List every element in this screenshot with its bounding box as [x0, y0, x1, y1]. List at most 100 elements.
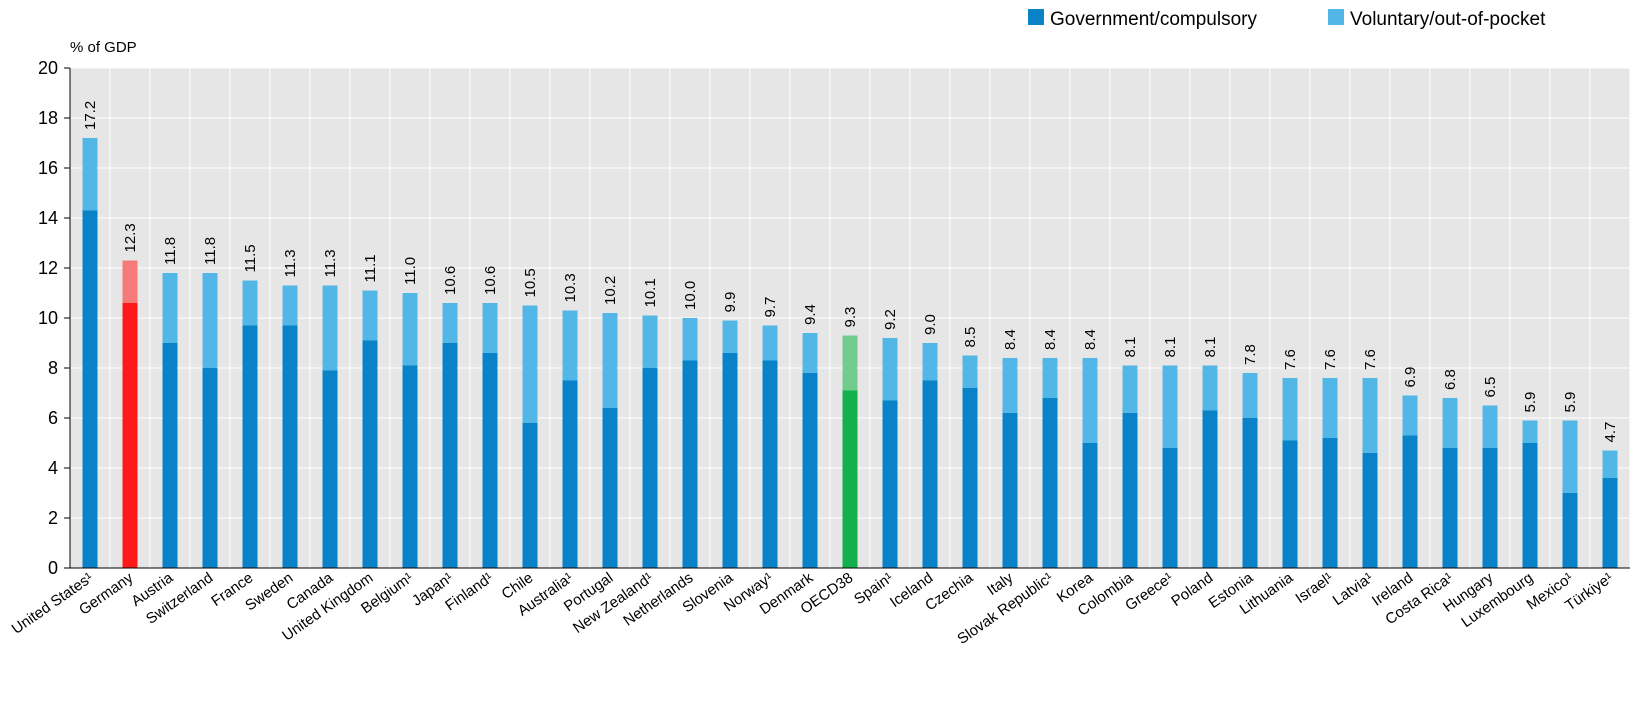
bar-voluntary	[1042, 358, 1058, 398]
bar-voluntary	[322, 285, 338, 371]
value-label: 8.4	[1082, 329, 1099, 350]
bar-voluntary	[442, 303, 458, 343]
bar-voluntary	[162, 273, 178, 343]
value-label: 11.1	[362, 254, 379, 282]
value-label: 8.1	[1162, 337, 1179, 358]
value-label: 9.3	[842, 307, 859, 328]
bar-voluntary	[1602, 450, 1618, 478]
bar-government	[602, 408, 618, 568]
bar-voluntary	[922, 343, 938, 381]
bar-voluntary	[1122, 365, 1138, 413]
value-label: 11.3	[322, 249, 339, 277]
bar-government	[1202, 410, 1218, 568]
bar-voluntary	[882, 338, 898, 401]
bar-voluntary	[1562, 420, 1578, 493]
value-label: 4.7	[1602, 422, 1619, 443]
bar-government	[722, 353, 738, 568]
y-tick-label: 10	[38, 308, 58, 328]
bar-voluntary	[562, 310, 578, 381]
bar-government	[682, 360, 698, 568]
y-axis-unit-label: % of GDP	[70, 39, 137, 56]
value-label: 8.4	[1002, 329, 1019, 350]
bar-government	[1082, 443, 1098, 568]
value-label: 10.6	[442, 266, 459, 295]
bar-government	[1522, 443, 1538, 568]
bar-government	[842, 390, 858, 568]
bar-government	[322, 370, 338, 568]
value-label: 11.3	[282, 249, 299, 277]
bar-voluntary	[1002, 358, 1018, 413]
bar-government	[1402, 435, 1418, 568]
y-tick-label: 0	[48, 558, 58, 578]
bar-government	[282, 325, 298, 568]
legend-swatch-voluntary	[1328, 9, 1344, 25]
y-tick-label: 6	[48, 408, 58, 428]
bar-voluntary	[1202, 365, 1218, 411]
legend-label-government: Government/compulsory	[1050, 9, 1257, 30]
value-label: 10.2	[602, 276, 619, 305]
value-label: 9.2	[882, 309, 899, 330]
bar-government	[922, 380, 938, 568]
bar-government	[762, 360, 778, 568]
bar-voluntary	[522, 305, 538, 423]
value-label: 8.1	[1202, 337, 1219, 358]
value-label: 10.1	[642, 278, 659, 307]
value-label: 11.0	[402, 257, 419, 285]
y-tick-label: 8	[48, 358, 58, 378]
bar-government	[442, 343, 458, 568]
bar-government	[122, 303, 138, 568]
bar-government	[1042, 398, 1058, 568]
bar-government	[242, 325, 258, 568]
category-label: Latvia¹	[1330, 569, 1377, 609]
bar-government	[1602, 478, 1618, 568]
value-label: 10.6	[482, 266, 499, 295]
bar-voluntary	[362, 290, 378, 341]
bar-voluntary	[402, 293, 418, 366]
bar-voluntary	[802, 333, 818, 373]
y-tick-label: 16	[38, 158, 58, 178]
bar-government	[1322, 438, 1338, 568]
bar-voluntary	[482, 303, 498, 353]
bar-government	[802, 373, 818, 568]
bar-voluntary	[1282, 378, 1298, 441]
legend: Government/compulsory Voluntary/out-of-p…	[1028, 9, 1546, 30]
bar-government	[162, 343, 178, 568]
bar-government	[1482, 448, 1498, 568]
value-label: 11.5	[242, 244, 259, 272]
y-tick-label: 2	[48, 508, 58, 528]
bars-group	[82, 138, 1618, 568]
y-tick-label: 4	[48, 458, 58, 478]
bar-government	[1362, 453, 1378, 568]
value-label: 11.8	[202, 237, 219, 265]
bar-voluntary	[602, 313, 618, 408]
value-label: 10.5	[522, 268, 539, 297]
y-axis: 0 2 4 6 8 10 12 14 16 18 20	[38, 58, 1630, 578]
category-labels: United States¹GermanyAustriaSwitzerlandF…	[9, 569, 1617, 648]
bar-government	[882, 400, 898, 568]
legend-label-voluntary: Voluntary/out-of-pocket	[1350, 9, 1546, 30]
bar-government	[482, 353, 498, 568]
y-tick-label: 20	[38, 58, 58, 78]
bar-voluntary	[1402, 395, 1418, 436]
y-tick-label: 12	[38, 258, 58, 278]
value-label: 17.2	[82, 101, 99, 130]
bar-government	[962, 388, 978, 568]
bar-government	[1002, 413, 1018, 568]
value-label: 9.7	[762, 297, 779, 318]
bar-voluntary	[1242, 373, 1258, 418]
bar-government	[1562, 493, 1578, 568]
value-label: 6.5	[1482, 377, 1499, 398]
bar-government	[1242, 418, 1258, 568]
bar-voluntary	[962, 355, 978, 388]
bar-government	[202, 368, 218, 568]
bar-voluntary	[762, 325, 778, 361]
bar-government	[362, 340, 378, 568]
value-label: 9.9	[722, 292, 739, 313]
bar-voluntary	[722, 320, 738, 353]
bar-voluntary	[82, 138, 98, 211]
y-tick-label: 18	[38, 108, 58, 128]
category-label: Israel¹	[1292, 569, 1336, 607]
value-label: 8.4	[1042, 329, 1059, 350]
value-label: 9.4	[802, 304, 819, 325]
